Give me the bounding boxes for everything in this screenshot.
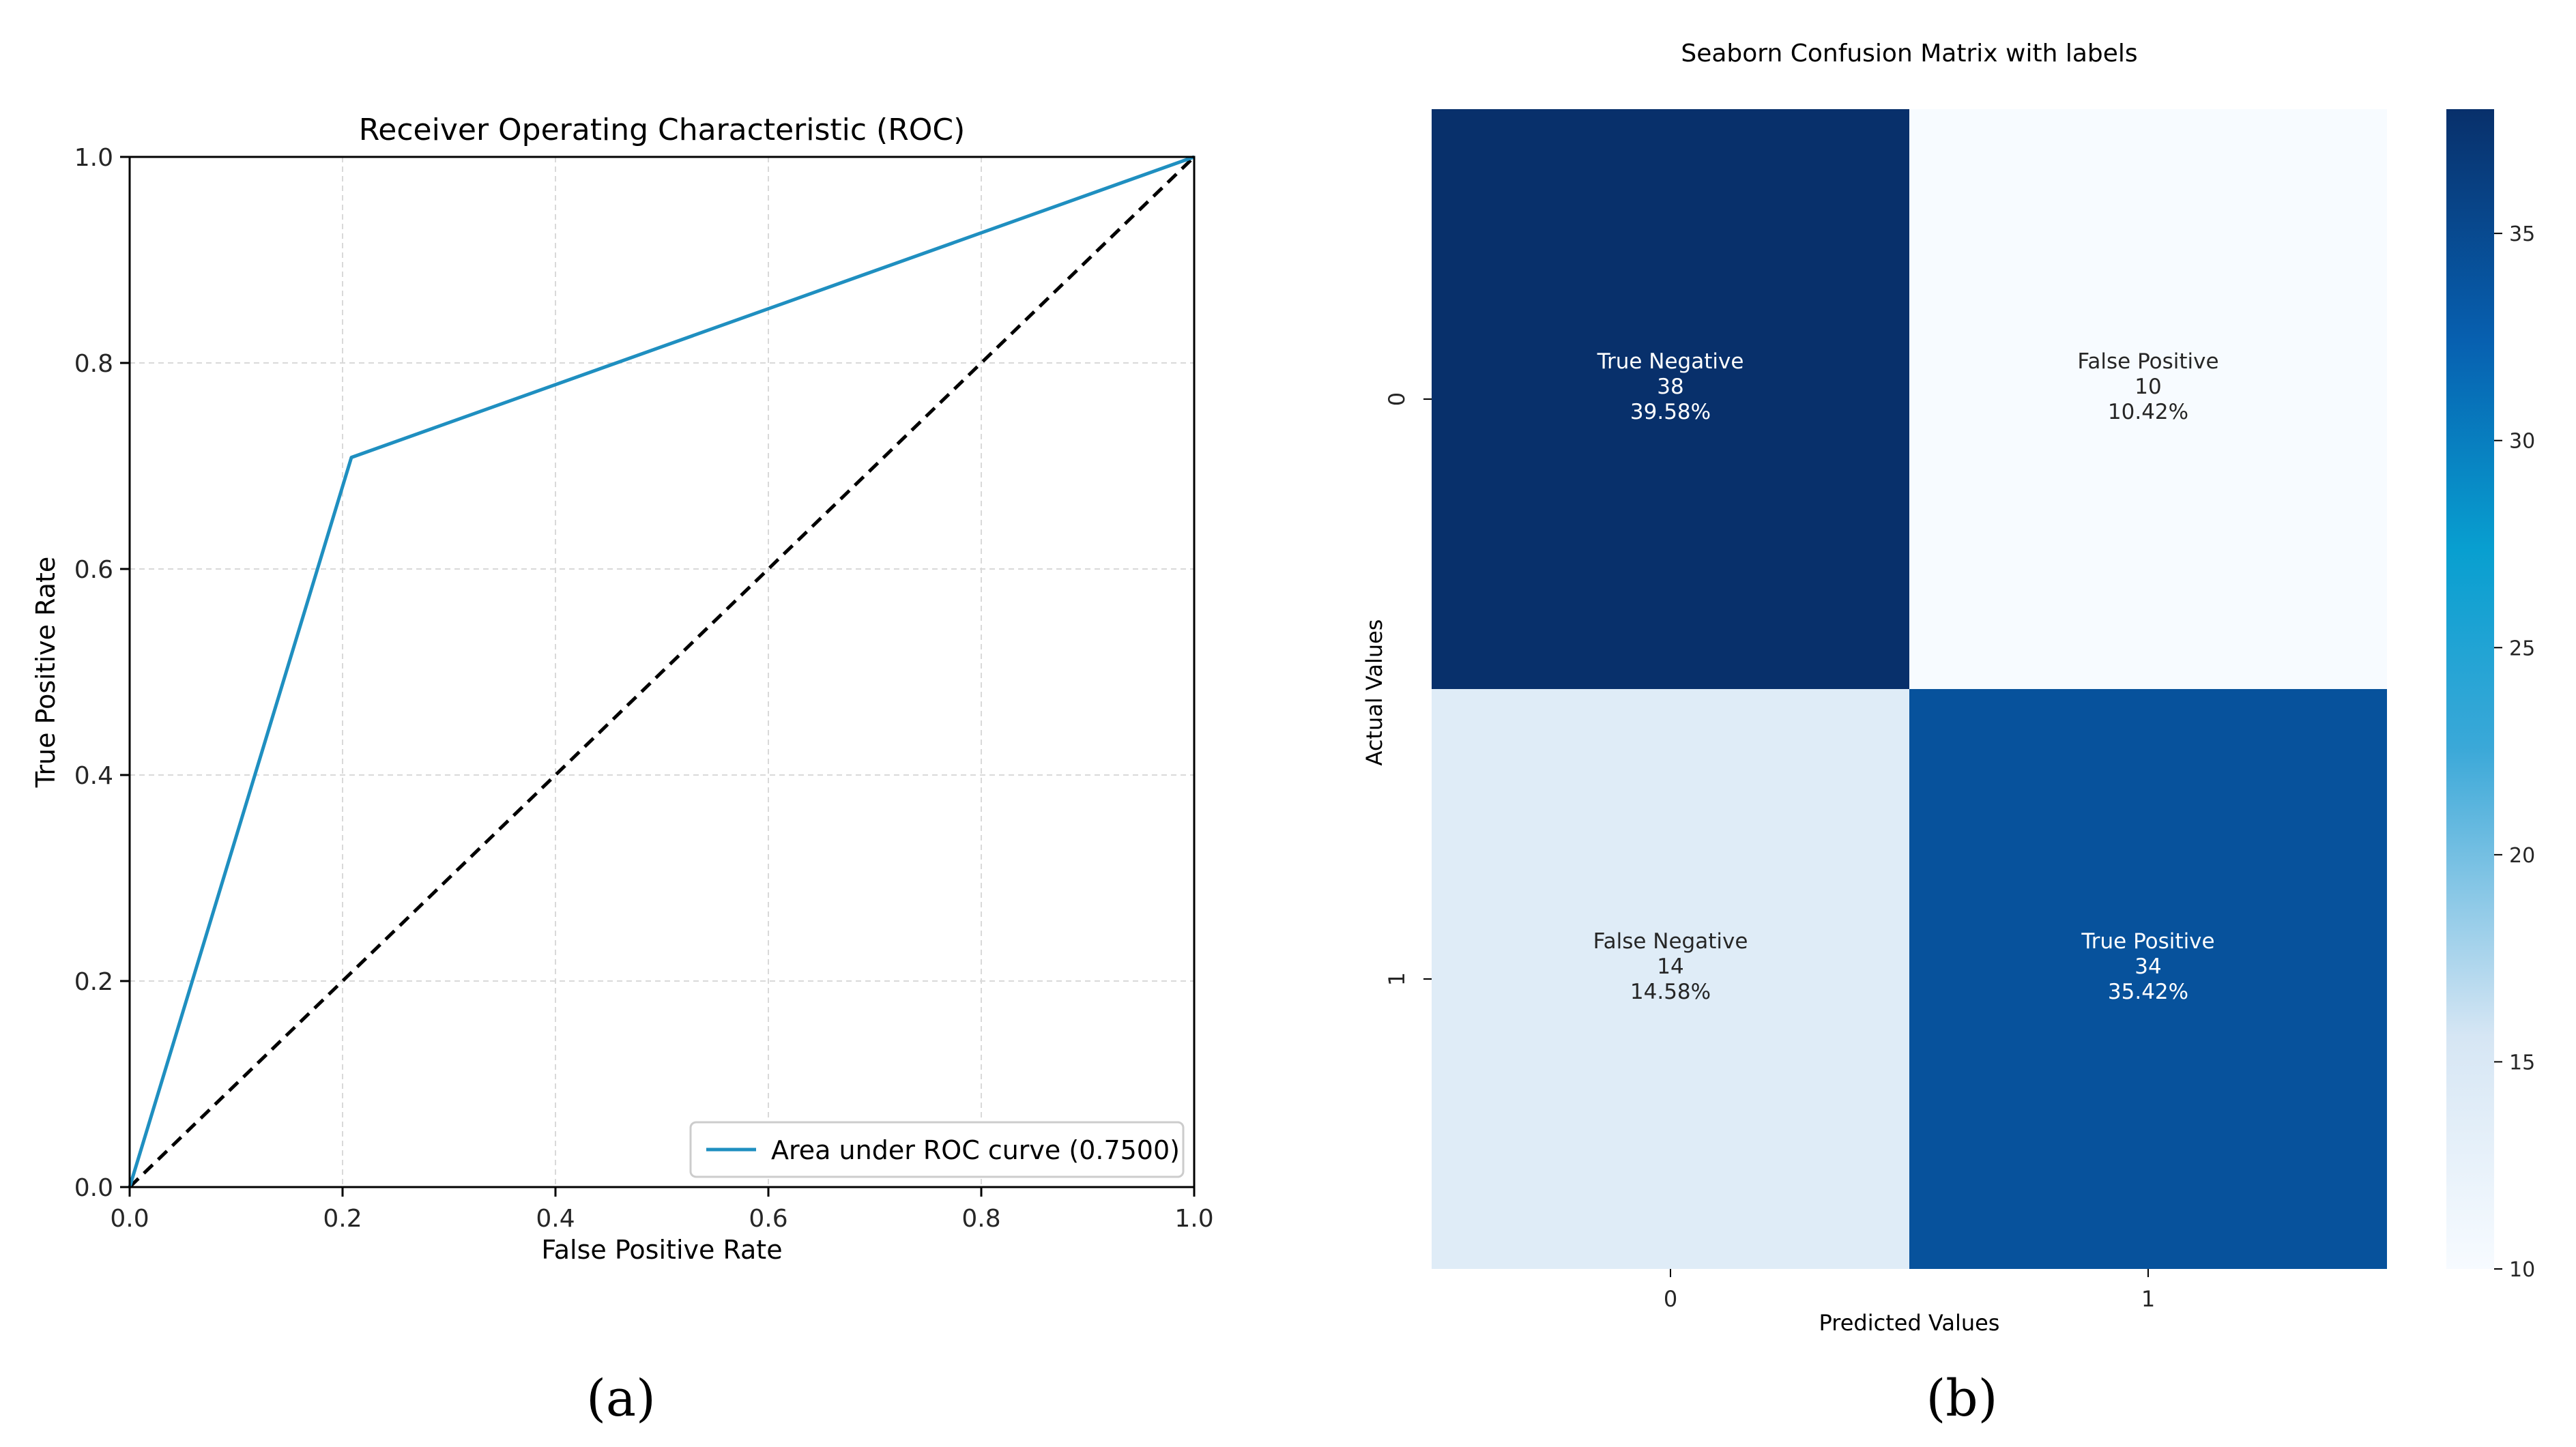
roc-grid xyxy=(130,157,1194,1187)
cm-y-tick-label: 0 xyxy=(1384,392,1410,406)
cm-colorbar-tick-label: 10 xyxy=(2509,1258,2535,1282)
cm-cell-count: 38 xyxy=(1657,375,1683,399)
roc-y-tick-label: 0.2 xyxy=(74,968,113,996)
cm-colorbar-tick-label: 35 xyxy=(2509,222,2535,246)
cm-cell-label: True Negative xyxy=(1597,349,1744,374)
roc-x-ticks: 0.0 0.2 0.4 0.6 0.8 1.0 xyxy=(110,1187,1214,1233)
cm-cell-count: 10 xyxy=(2134,375,2161,399)
cm-title: Seaborn Confusion Matrix with labels xyxy=(1681,40,2137,68)
roc-curve-series xyxy=(128,155,1195,1188)
roc-x-tick-label: 0.6 xyxy=(749,1205,787,1233)
roc-x-axis-label: False Positive Rate xyxy=(541,1235,782,1265)
cm-colorbar xyxy=(2446,109,2494,1269)
cm-cell xyxy=(1909,109,2387,689)
roc-x-tick-label: 1.0 xyxy=(1174,1205,1213,1233)
roc-x-tick-label: 0.2 xyxy=(323,1205,362,1233)
cm-cell-percent: 35.42% xyxy=(2108,980,2188,1004)
caption-b: (b) xyxy=(1926,1369,1997,1428)
cm-x-tick-label: 1 xyxy=(2141,1286,2155,1312)
roc-y-ticks: 0.0 0.2 0.4 0.6 0.8 1.0 xyxy=(74,144,130,1202)
roc-y-tick-label: 0.8 xyxy=(74,350,113,378)
roc-x-tick-label: 0.0 xyxy=(110,1205,149,1233)
confusion-matrix-chart: Seaborn Confusion Matrix with labels Tru… xyxy=(1361,40,2535,1428)
roc-legend-label: Area under ROC curve (0.7500) xyxy=(771,1135,1180,1165)
cm-cell-label: True Positive xyxy=(2081,929,2214,954)
roc-chart: Receiver Operating Characteristic (ROC) … xyxy=(31,113,1214,1428)
cm-cell-percent: 10.42% xyxy=(2108,400,2188,424)
cm-x-tick-label: 0 xyxy=(1664,1286,1677,1312)
roc-y-axis-label: True Positive Rate xyxy=(31,557,61,789)
caption-a: (a) xyxy=(586,1369,656,1428)
roc-x-tick-label: 0.8 xyxy=(961,1205,1000,1233)
cm-cell-label: False Negative xyxy=(1593,929,1748,954)
cm-cell xyxy=(1909,689,2387,1269)
roc-y-tick-label: 1.0 xyxy=(74,144,113,172)
cm-cell-count: 14 xyxy=(1657,954,1683,979)
roc-curve-line xyxy=(128,155,1195,1188)
roc-chance-line xyxy=(128,156,1196,1188)
cm-x-axis-label: Predicted Values xyxy=(1819,1310,2000,1336)
roc-title: Receiver Operating Characteristic (ROC) xyxy=(359,113,966,147)
roc-y-tick-label: 0.0 xyxy=(74,1174,113,1202)
roc-plot-frame xyxy=(128,156,1196,1188)
cm-cell-percent: 14.58% xyxy=(1630,980,1711,1004)
roc-y-tick-label: 0.4 xyxy=(74,762,113,790)
cm-colorbar-tick-label: 15 xyxy=(2509,1051,2535,1075)
roc-y-tick-label: 0.6 xyxy=(74,556,113,584)
cm-cell-percent: 39.58% xyxy=(1630,400,1711,424)
cm-cell xyxy=(1432,689,1909,1269)
cm-colorbar-tick-label: 30 xyxy=(2509,430,2535,454)
cm-colorbar-ticks: 10 15 20 25 30 35 xyxy=(2494,222,2535,1282)
cm-colorbar-tick-label: 20 xyxy=(2509,844,2535,868)
cm-colorbar-tick-label: 25 xyxy=(2509,637,2535,660)
roc-chance-diagonal xyxy=(128,156,1196,1188)
cm-y-tick-label: 1 xyxy=(1384,972,1410,986)
roc-legend: Area under ROC curve (0.7500) xyxy=(689,1121,1185,1178)
roc-x-tick-label: 0.4 xyxy=(536,1205,575,1233)
roc-legend-box xyxy=(689,1121,1185,1178)
cm-cell xyxy=(1432,109,1909,689)
cm-cell-label: False Positive xyxy=(2077,349,2218,374)
cm-y-ticks: 01 xyxy=(1384,392,1432,986)
cm-y-axis-label: Actual Values xyxy=(1361,619,1387,766)
cm-cell-count: 34 xyxy=(2134,954,2161,979)
